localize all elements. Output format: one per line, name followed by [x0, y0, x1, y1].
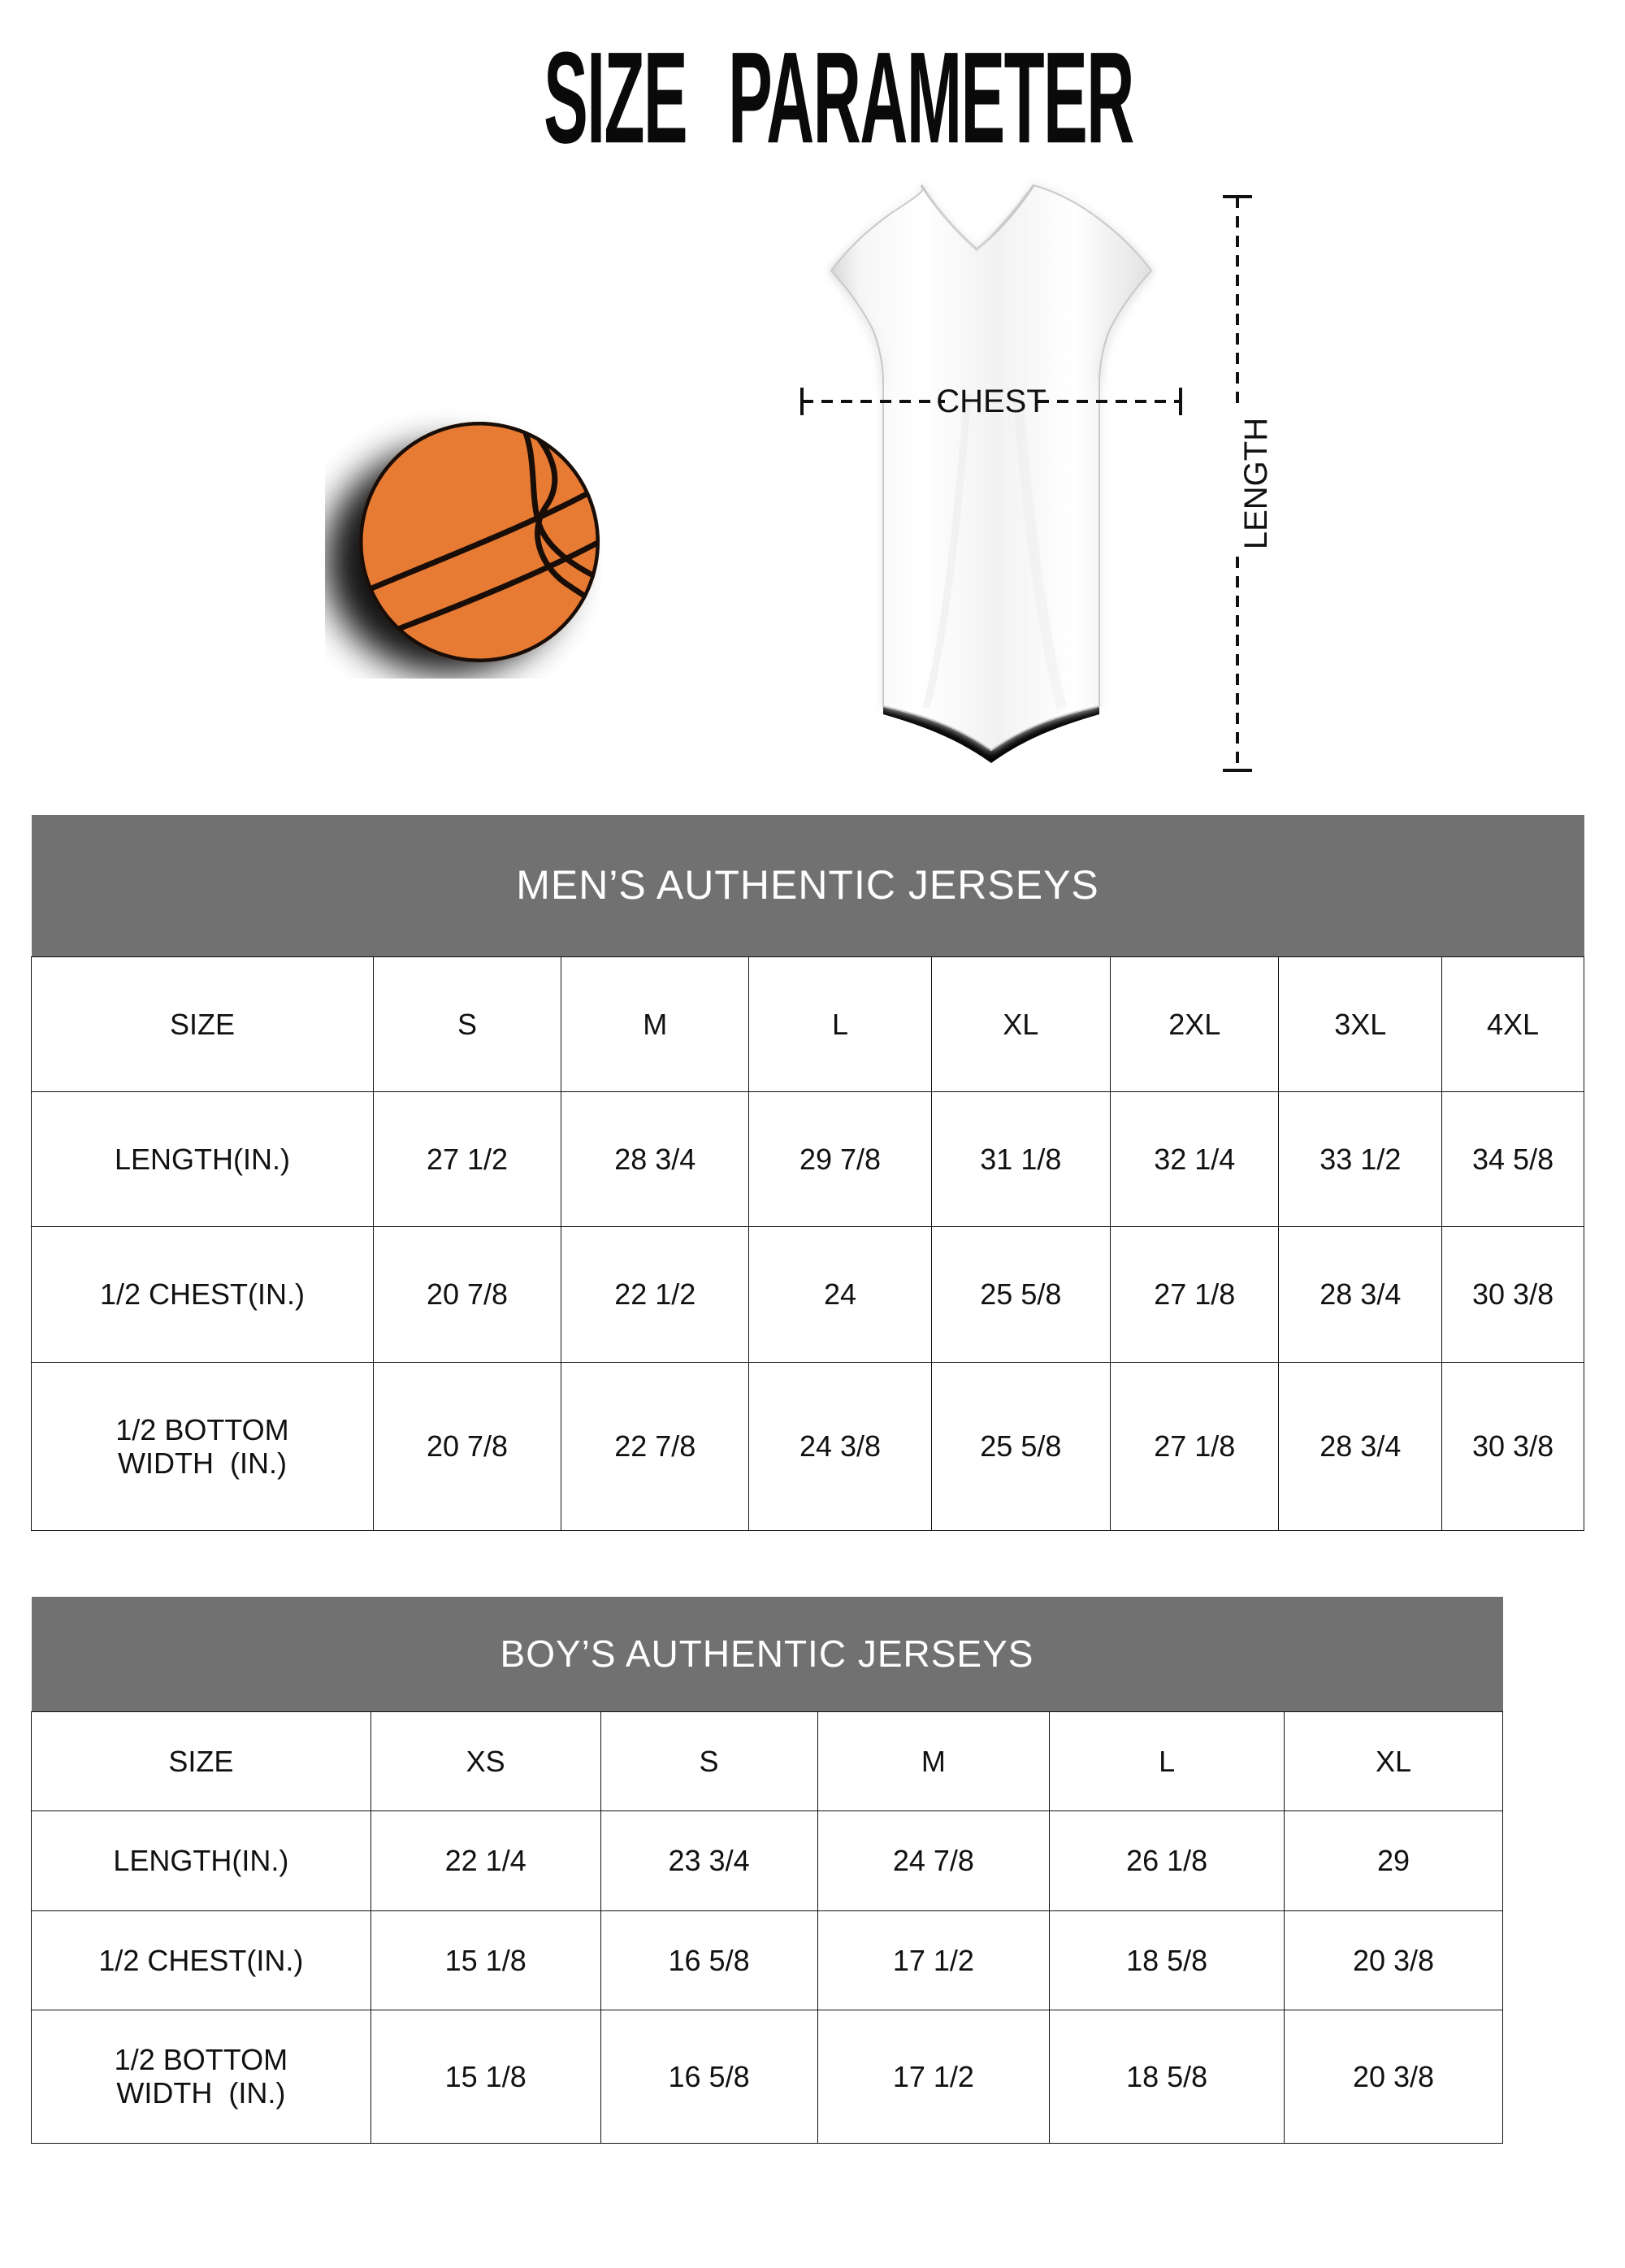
svg-text:CHEST: CHEST	[936, 384, 1046, 419]
svg-text:LENGTH: LENGTH	[1238, 418, 1274, 549]
